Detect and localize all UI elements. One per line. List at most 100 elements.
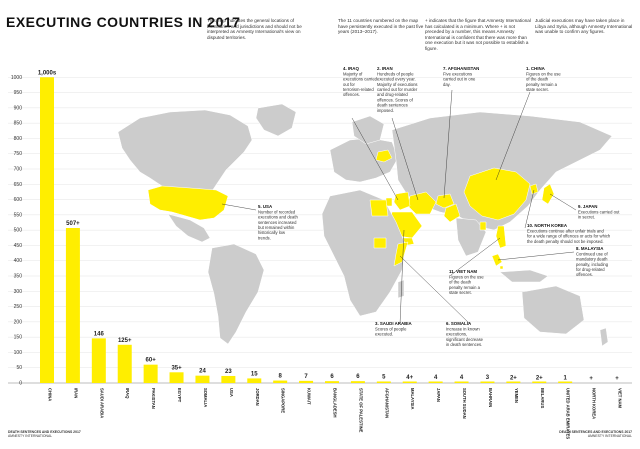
- map-country-malaysia: [491, 253, 503, 267]
- y-tick-label: 550: [14, 212, 23, 218]
- map-land-india: [455, 217, 487, 257]
- category-label: NORTH KOREA: [592, 388, 597, 419]
- map-land-africa: [321, 189, 407, 317]
- bar-singapore: [273, 380, 288, 383]
- annotation-text: Figures on the use of the death penalty re…: [449, 274, 484, 295]
- note-persistent-executors: The 11 countries numbered on the map hav…: [338, 18, 424, 35]
- annotation-title: 1. CHINA: [526, 66, 546, 71]
- value-label: 507+: [66, 221, 80, 227]
- bars: [40, 77, 573, 384]
- annotation-title: 7. AFGHANISTAN: [443, 66, 479, 71]
- map-land-indonesia: [499, 269, 549, 283]
- map-country-japan: [541, 183, 555, 205]
- category-label: BANGLADESH: [333, 388, 338, 418]
- map-country-north-korea: [529, 183, 539, 195]
- page-title: EXECUTING COUNTRIES IN 2017: [6, 14, 241, 30]
- map-land-south-america: [207, 243, 265, 345]
- category-label: SAUDI ARABIA: [99, 388, 104, 418]
- map-country-china: [463, 167, 531, 221]
- map-country-afghanistan: [435, 193, 455, 209]
- footer-right-line2: AMNESTY INTERNATIONAL: [587, 434, 632, 439]
- value-label: 5: [382, 374, 386, 380]
- y-tick-label: 800: [14, 136, 23, 142]
- bar-south-sudan: [454, 381, 469, 383]
- value-label: 6: [330, 374, 334, 380]
- map-land-mexico: [167, 213, 211, 243]
- map-country-bangladesh: [479, 221, 487, 231]
- category-label: AFGHANISTAN: [384, 388, 389, 418]
- category-label: SOUTH SUDAN: [462, 388, 467, 419]
- annotation-title: 4. IRAQ: [343, 66, 359, 71]
- bar-japan: [428, 381, 443, 383]
- value-label: +: [589, 376, 593, 382]
- bar-somalia: [195, 375, 210, 383]
- map-country-belarus: [375, 149, 393, 163]
- y-tick-label: 200: [14, 319, 23, 325]
- category-label: BELARUS: [540, 388, 545, 408]
- leader-line: [524, 189, 535, 229]
- bar-bangladesh: [325, 381, 339, 383]
- bar-value-labels: 1,000s 507+ 146 125+ 60+ 35+ 24 23 15 8 7 6 6 5 4+ 4 4 3 2…: [38, 70, 619, 382]
- value-label: 3: [486, 375, 490, 381]
- y-tick-label: 400: [14, 258, 23, 264]
- footer-left-line1: DEATH SENTENCES AND EXECUTIONS 2017: [8, 430, 81, 434]
- annotation-text: Continued use of mandatory death penalty, …: [576, 251, 609, 277]
- y-tick-label: 150: [14, 335, 23, 341]
- y-tick-label: 50: [16, 365, 22, 371]
- y-tick-label: 250: [14, 304, 23, 310]
- category-label: JORDAN: [255, 388, 260, 406]
- map-country-viet-nam: [495, 225, 507, 249]
- annotation-title: 6. SOMALIA: [446, 321, 472, 326]
- annotation-title: 9. JAPAN: [578, 204, 597, 209]
- category-label: VIET NAM: [618, 388, 623, 409]
- category-label: SINGAPORE: [281, 388, 286, 413]
- y-tick-label: 850: [14, 121, 23, 127]
- category-label: YEMEN: [514, 388, 519, 403]
- value-label: 6: [356, 374, 360, 380]
- footer-right-line1: DEATH SENTENCES AND EXECUTIONS 2017: [559, 430, 632, 434]
- leader-line: [497, 251, 575, 261]
- value-label: 2+: [510, 375, 517, 381]
- y-tick-label: 450: [14, 243, 23, 249]
- footer-right: DEATH SENTENCES AND EXECUTIONS 2017 AMNE…: [550, 430, 632, 439]
- y-tick-label: 300: [14, 289, 23, 295]
- value-label: 2+: [536, 375, 543, 381]
- map-land-madagascar: [397, 279, 405, 299]
- bar-malaysia: [402, 381, 417, 383]
- note-libya-syria: Judicial executions may have taken place…: [535, 18, 633, 35]
- bar-iraq: [117, 344, 132, 383]
- annotation-text: Number of recorded executions and death se…: [258, 209, 298, 240]
- bar-kuwait: [299, 380, 314, 383]
- map-country-singapore: [499, 265, 504, 270]
- y-tick-label: 500: [14, 228, 23, 234]
- footer-left: DEATH SENTENCES AND EXECUTIONS 2017 AMNE…: [8, 430, 81, 439]
- bar-state-of-palestine: [350, 381, 365, 383]
- bar-iran: [65, 228, 80, 383]
- bar-bahrain: [480, 381, 495, 383]
- bar-china: [40, 77, 54, 384]
- value-label: 146: [94, 331, 105, 337]
- annotation-title: 10. NORTH KOREA: [527, 223, 568, 228]
- annotation-text: Scores of people executed.: [375, 326, 407, 336]
- map-country-pakistan: [443, 203, 461, 223]
- value-label: 24: [199, 369, 206, 375]
- y-tick-label: 950: [14, 90, 23, 96]
- y-tick-label: 0: [19, 381, 22, 387]
- bar-belarus: [532, 381, 547, 383]
- category-label: EGYPT: [177, 388, 182, 403]
- map-land-north-america: [117, 109, 253, 209]
- footer-left-line2: AMNESTY INTERNATIONAL: [8, 434, 53, 439]
- leader-line: [495, 91, 531, 181]
- annotation-text: Executions continue after unfair trials …: [527, 228, 611, 243]
- bar-saudi-arabia: [91, 338, 106, 383]
- category-label: UNITED ARAB EMIRATES: [566, 388, 571, 439]
- y-tick-label: 1000: [11, 75, 22, 81]
